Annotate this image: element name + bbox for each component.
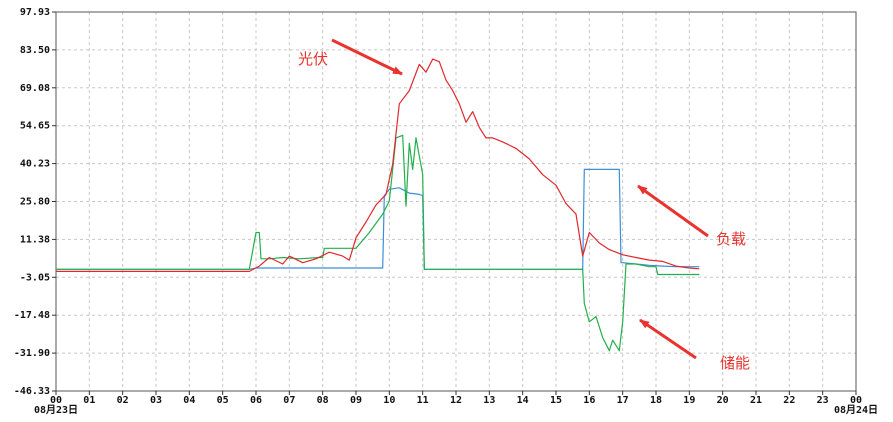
x-tick-label: 01: [83, 395, 95, 406]
x-tick-label: 05: [217, 395, 229, 406]
x-tick-label: 23: [817, 395, 829, 406]
x-tick-label: 13: [483, 395, 495, 406]
x-tick-label: 03: [150, 395, 162, 406]
x-tick-label: 17: [617, 395, 629, 406]
annotation-label-storage: 储能: [720, 354, 750, 372]
x-tick-label: 02: [117, 395, 129, 406]
annotation-arrow-pv: [331, 38, 403, 76]
y-tick-label: 54.65: [20, 121, 50, 132]
x-tick-label: 18: [650, 395, 662, 406]
x-tick-label: 22: [783, 395, 795, 406]
x-date-end-label: 08月24日: [834, 404, 878, 416]
annotation-label-load: 负载: [716, 230, 746, 248]
x-tick-label: 00: [850, 395, 862, 406]
x-tick-label: 08: [317, 395, 329, 406]
y-tick-label: -46.33: [14, 386, 50, 397]
x-tick-label: 11: [417, 395, 429, 406]
y-tick-label: -3.05: [20, 272, 50, 283]
y-tick-label: -31.90: [14, 348, 50, 359]
x-tick-label: 20: [717, 395, 729, 406]
series-lines: [56, 58, 700, 352]
x-tick-label: 19: [683, 395, 695, 406]
series-line-pv: [56, 58, 700, 272]
y-tick-label: 83.50: [20, 45, 50, 56]
series-line-load: [56, 168, 700, 270]
x-tick-label: 16: [583, 395, 595, 406]
x-tick-label: 15: [550, 395, 562, 406]
annotation-arrow-storage: [639, 318, 697, 360]
x-axis: 00 01 02 03 04 05 06 07 08 09 10 11 12 13 14 15 16 17 18 19…: [34, 391, 878, 416]
y-tick-label: 97.93: [20, 7, 50, 18]
y-tick-label: 40.23: [20, 159, 50, 170]
x-tick-label: 00: [50, 395, 62, 406]
x-tick-label: 14: [517, 395, 529, 406]
chart-grid: [56, 12, 856, 391]
y-axis: 97.93 83.50 69.08 54.65 40.23 25.80 11.38 -3.05…: [14, 7, 56, 397]
x-tick-label: 12: [450, 395, 462, 406]
y-tick-label: 25.80: [20, 197, 50, 208]
x-tick-label: 07: [283, 395, 295, 406]
series-line-storage: [56, 134, 700, 352]
x-tick-label: 04: [183, 395, 195, 406]
annotation-label-pv: 光伏: [298, 50, 328, 68]
x-date-start-label: 08月23日: [34, 404, 78, 416]
x-tick-label: 06: [250, 395, 262, 406]
x-tick-label: 10: [383, 395, 395, 406]
y-tick-label: 69.08: [20, 83, 50, 94]
y-tick-label: 11.38: [20, 234, 50, 245]
annotation-arrow-load: [637, 184, 709, 238]
x-tick-label: 21: [750, 395, 762, 406]
y-tick-label: -17.48: [14, 310, 50, 321]
x-tick-label: 09: [350, 395, 362, 406]
